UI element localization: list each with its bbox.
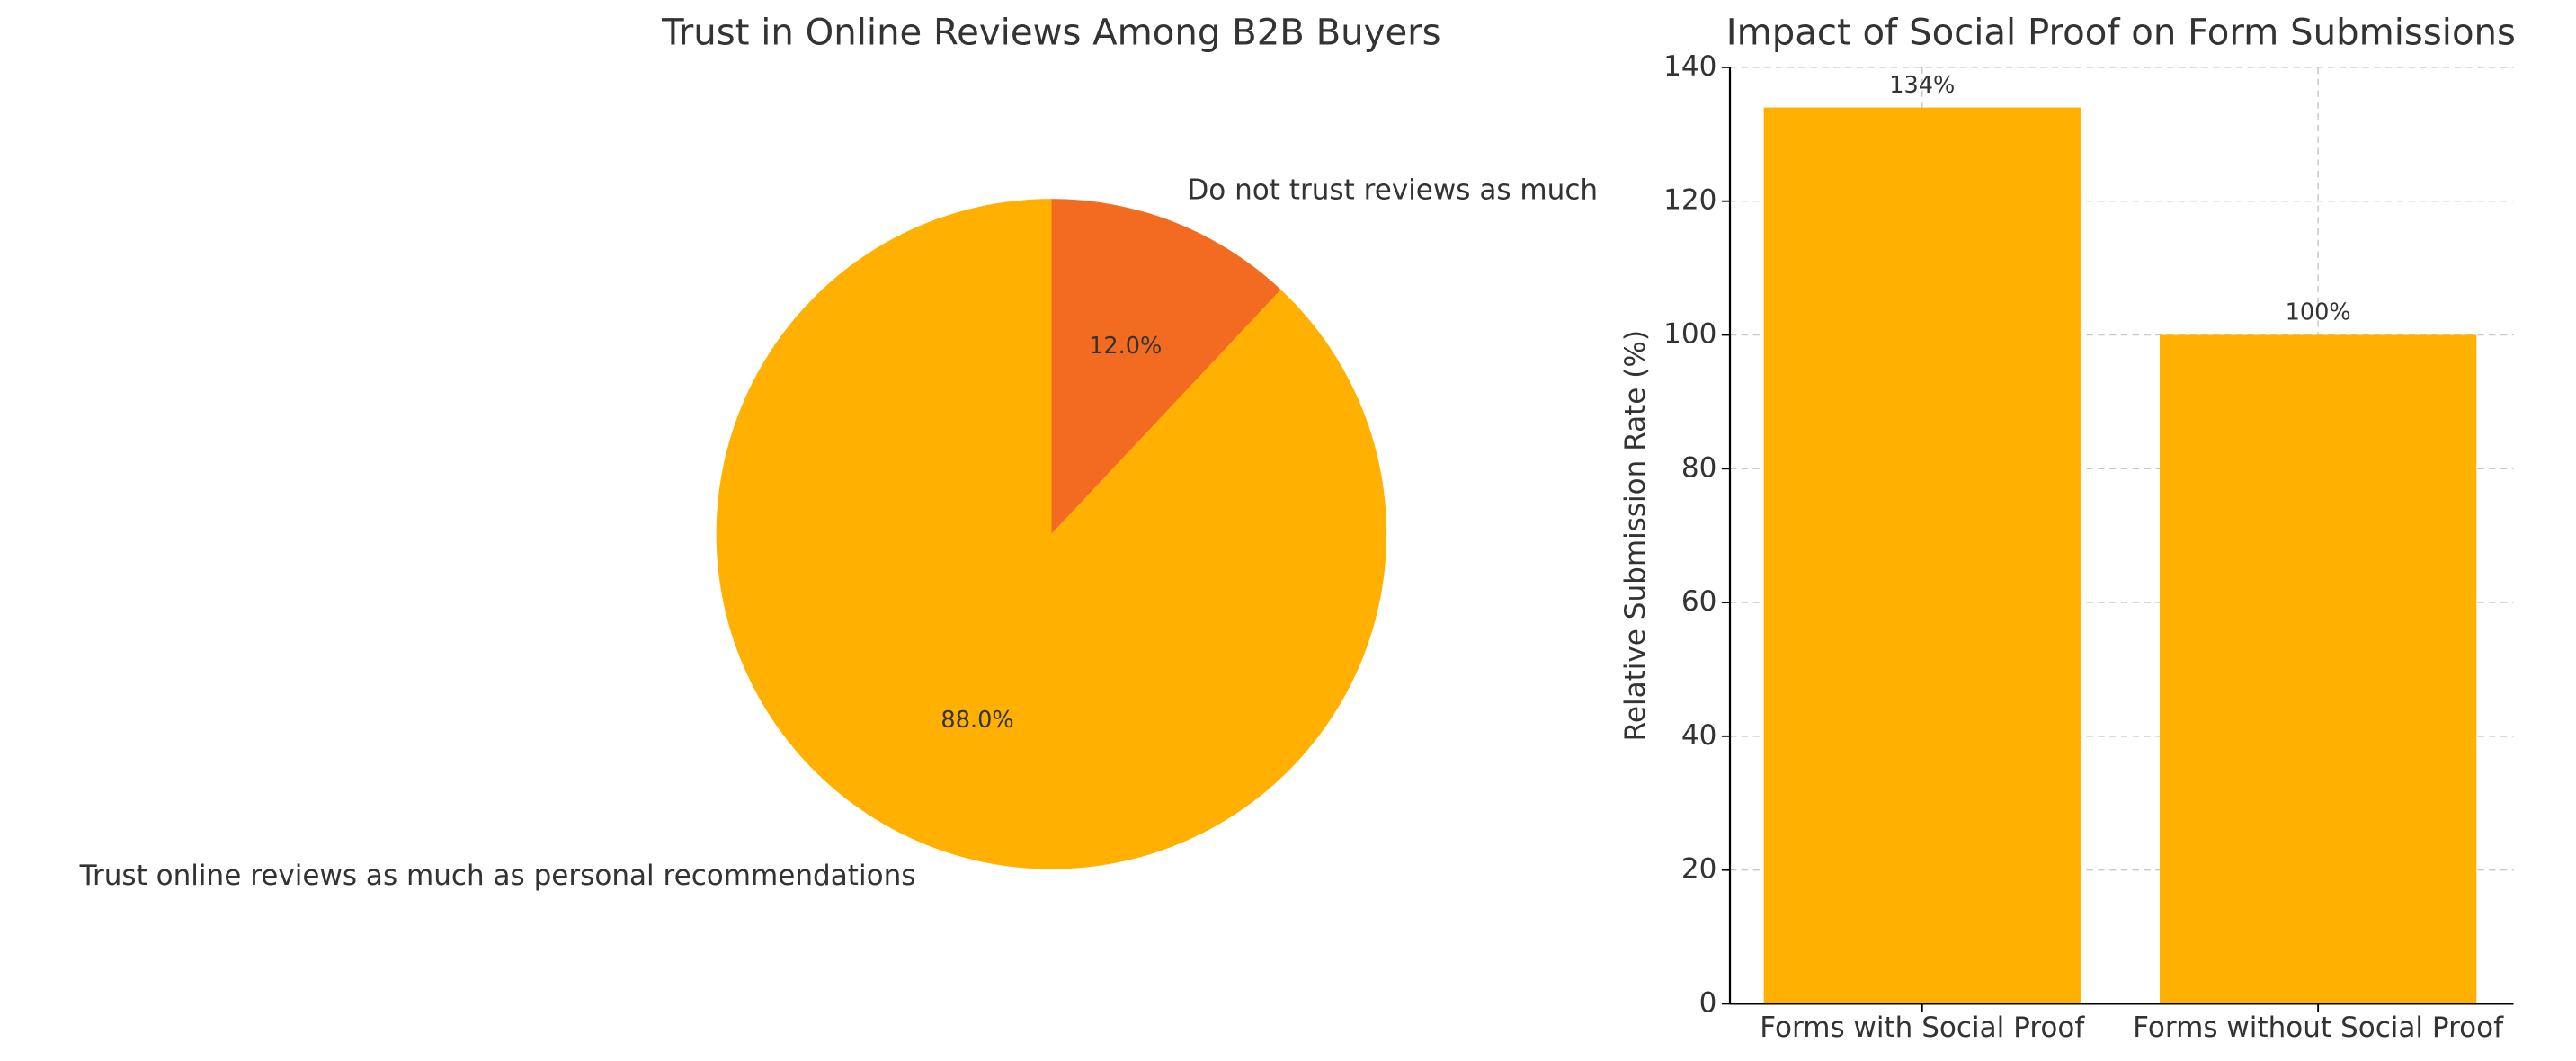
chart-title: Impact of Social Proof on Form Submissio… (1726, 12, 2516, 53)
pie-slice (716, 199, 1387, 869)
y-tick-label: 40 (1681, 719, 1717, 752)
x-tick-label: Forms without Social Proof (2133, 1012, 2504, 1044)
y-tick-label: 0 (1699, 986, 1717, 1019)
y-tick-label: 20 (1681, 853, 1717, 886)
y-axis-label: Relative Submission Rate (%) (1619, 330, 1652, 741)
y-tick-label: 80 (1681, 451, 1717, 484)
y-tick-label: 140 (1663, 50, 1716, 83)
pie-slice (1051, 199, 1281, 534)
slice-label: Do not trust reviews as much (1187, 174, 1598, 207)
bar-value-label: 100% (2286, 299, 2351, 326)
percent-label: 88.0% (940, 707, 1013, 734)
chart-title: Trust in Online Reviews Among B2B Buyers (661, 12, 1440, 53)
x-tick-label: Forms with Social Proof (1760, 1012, 2085, 1044)
y-tick-label: 60 (1681, 585, 1717, 618)
y-tick-label: 100 (1663, 317, 1716, 350)
bar (1763, 107, 2081, 1004)
bar (2159, 334, 2477, 1004)
slice-label: Trust online reviews as much as personal… (79, 860, 916, 892)
percent-label: 12.0% (1089, 333, 1162, 360)
y-tick-label: 120 (1663, 184, 1716, 217)
bar-value-label: 134% (1889, 72, 1955, 99)
